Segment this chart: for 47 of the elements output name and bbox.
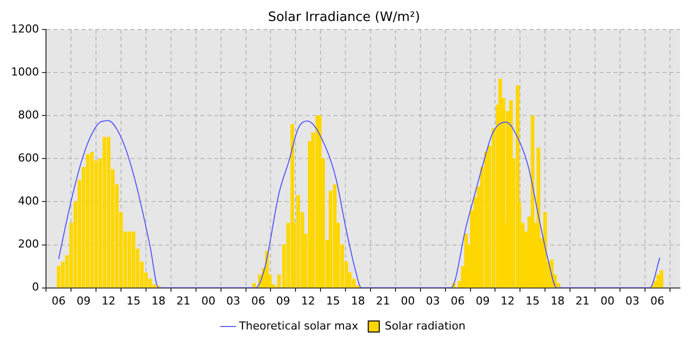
x-tick-label: 06 bbox=[450, 294, 465, 308]
bar bbox=[90, 152, 94, 288]
bar bbox=[318, 115, 322, 288]
chart-title: Solar Irradiance (W/m²) bbox=[268, 10, 420, 26]
y-tick-label: 200 bbox=[18, 238, 39, 251]
x-tick-label: 15 bbox=[126, 294, 141, 308]
legend-label: Theoretical solar max bbox=[238, 319, 359, 332]
legend-label: Solar radiation bbox=[384, 319, 466, 332]
x-tick-label: 18 bbox=[351, 294, 366, 308]
y-tick-label: 800 bbox=[18, 108, 39, 122]
x-tick-label: 09 bbox=[276, 294, 290, 308]
bar bbox=[660, 270, 664, 288]
bar bbox=[252, 283, 256, 288]
y-tick-label: 400 bbox=[18, 194, 39, 208]
x-tick-label: 21 bbox=[576, 294, 590, 308]
x-tick-label: 03 bbox=[426, 294, 440, 308]
bar bbox=[296, 194, 300, 288]
x-tick-label: 15 bbox=[326, 294, 340, 308]
y-tick-label: 600 bbox=[18, 152, 39, 165]
bar bbox=[536, 148, 540, 288]
x-tick-label: 09 bbox=[76, 294, 91, 308]
x-tick-label: 12 bbox=[500, 294, 515, 308]
x-tick-label: 00 bbox=[201, 294, 216, 308]
x-tick-label: 06 bbox=[52, 294, 66, 308]
x-tick-label: 06 bbox=[251, 294, 266, 308]
x-tick-label: 18 bbox=[550, 294, 565, 308]
x-tick-label: 12 bbox=[301, 294, 316, 308]
x-tick-label: 09 bbox=[476, 294, 490, 308]
bar bbox=[106, 136, 110, 288]
x-tick-label: 03 bbox=[625, 294, 640, 308]
bar bbox=[86, 154, 90, 288]
y-tick-label: 1000 bbox=[10, 65, 39, 78]
bar bbox=[128, 232, 132, 288]
x-tick-label: 15 bbox=[526, 294, 540, 308]
y-tick-label: 1200 bbox=[10, 22, 39, 36]
x-tick-label: 21 bbox=[376, 294, 390, 308]
x-tick-label: 00 bbox=[400, 294, 415, 308]
y-tick-label: 0 bbox=[32, 280, 39, 294]
bar bbox=[56, 266, 61, 288]
x-tick-label: 21 bbox=[176, 294, 190, 308]
x-tick-label: 03 bbox=[226, 294, 240, 308]
x-tick-label: 06 bbox=[650, 294, 664, 308]
bar bbox=[132, 232, 136, 288]
x-tick-label: 12 bbox=[102, 294, 116, 308]
x-tick-label: 00 bbox=[600, 294, 614, 308]
x-tick-label: 18 bbox=[151, 294, 166, 308]
bar bbox=[102, 136, 106, 288]
